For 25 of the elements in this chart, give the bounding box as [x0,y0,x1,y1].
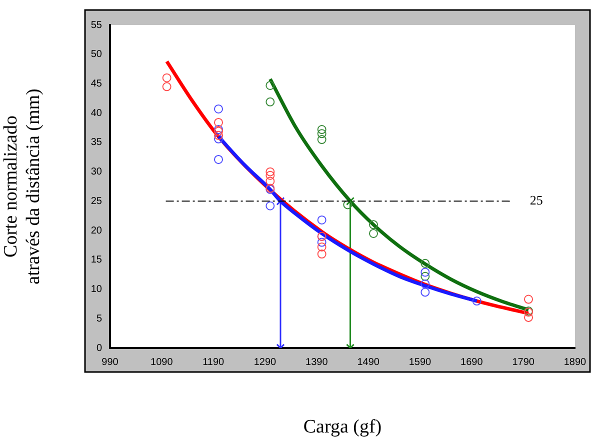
y-tick-label: 50 [90,49,102,60]
x-tick-label: 1490 [357,356,380,368]
x-tick-label: 1390 [306,356,328,368]
x-tick-label: 1890 [564,356,587,368]
y-tick-label: 55 [90,20,102,31]
y-tick-label: 0 [96,342,102,354]
x-axis-title: Carga (gf) [303,416,382,438]
y-axis-title: Corte normalizado através da distância (mm) [0,88,44,284]
y-tick-label: 10 [90,284,102,296]
y-tick-label: 40 [90,108,102,119]
x-tick-label: 1590 [408,356,432,368]
x-tick-label: 1790 [512,356,535,368]
y-tick-label: 25 [90,196,102,207]
ref-line-label: 25 [530,192,543,208]
x-tick-label: 1290 [254,356,277,368]
x-tick-label: 990 [102,356,119,368]
y-tick-label: 5 [96,313,102,324]
y-tick-label: 15 [90,254,102,266]
y-tick-label: 45 [90,78,102,90]
x-tick-label: 1090 [150,356,174,368]
y-tick-label: 20 [90,225,102,236]
x-tick-label: 1690 [460,356,484,368]
x-tick-label: 1190 [202,356,225,368]
y-tick-label: 30 [90,166,102,178]
y-tick-label: 35 [90,137,102,148]
